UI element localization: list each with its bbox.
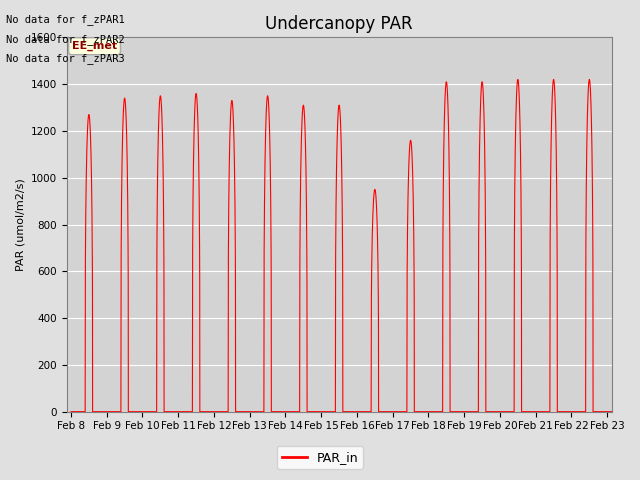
Text: No data for f_zPAR3: No data for f_zPAR3 (6, 53, 125, 64)
Title: Undercanopy PAR: Undercanopy PAR (266, 15, 413, 33)
Y-axis label: PAR (umol/m2/s): PAR (umol/m2/s) (15, 178, 25, 271)
Text: EE_met: EE_met (72, 41, 117, 51)
Legend: PAR_in: PAR_in (276, 446, 364, 469)
Text: No data for f_zPAR1: No data for f_zPAR1 (6, 14, 125, 25)
Text: No data for f_zPAR2: No data for f_zPAR2 (6, 34, 125, 45)
